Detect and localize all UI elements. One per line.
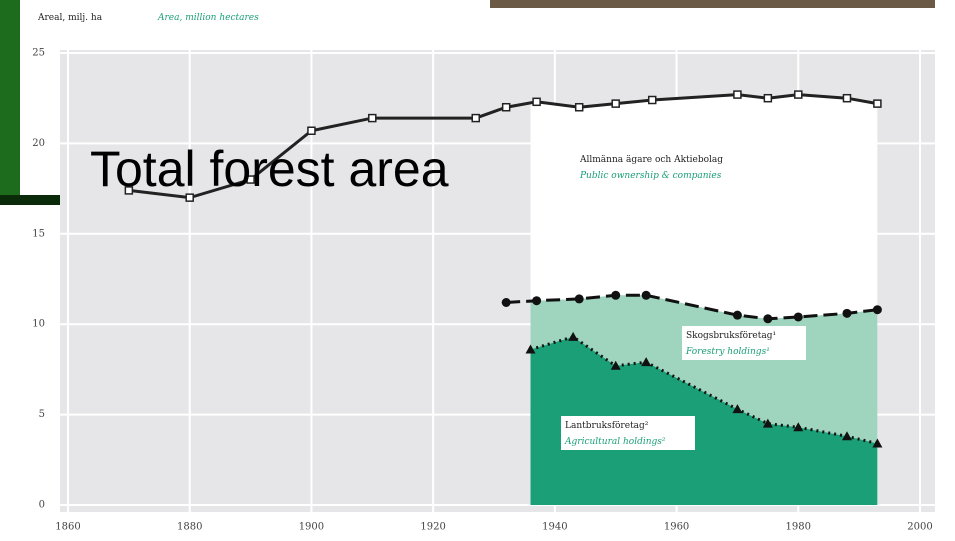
marker: [124, 186, 134, 195]
y-tick-label: 0: [39, 500, 45, 511]
label-box: [561, 416, 695, 450]
series-label-en: Forestry holdings¹: [685, 347, 770, 357]
marker: [611, 290, 621, 300]
marker: [732, 404, 743, 414]
y-axis-label-en: Area, million hectares: [157, 13, 259, 23]
marker: [501, 102, 511, 112]
marker: [793, 422, 804, 432]
x-tick-label: 2000: [907, 522, 932, 533]
series-label: Allmänna ägare och Aktiebolag: [579, 155, 723, 165]
marker: [794, 90, 803, 99]
marker: [307, 126, 316, 135]
marker: [762, 418, 773, 428]
marker: [841, 431, 852, 441]
y-tick-label: 15: [32, 228, 45, 239]
marker: [872, 305, 882, 315]
marker: [525, 344, 536, 354]
marker: [610, 360, 621, 370]
series-label: Lantbruksföretag²: [565, 421, 649, 431]
marker: [532, 97, 541, 107]
marker: [246, 175, 255, 184]
marker: [185, 193, 194, 202]
x-tick-label: 1860: [55, 522, 80, 533]
area: [530, 336, 878, 505]
marker: [532, 296, 542, 306]
green-bar: [0, 0, 20, 195]
marker: [641, 290, 651, 300]
marker: [872, 438, 883, 448]
marker: [641, 357, 652, 367]
dark-bar: [0, 195, 90, 205]
marker: [842, 308, 852, 318]
series-label: Skogsbruksföretag¹: [686, 331, 776, 341]
area: [530, 94, 878, 319]
marker: [763, 314, 773, 324]
marker: [611, 99, 620, 108]
x-tick-label: 1960: [664, 522, 689, 533]
marker: [733, 90, 742, 99]
y-axis-label: Areal, milj. ha: [37, 13, 103, 23]
label-box: [682, 326, 806, 360]
y-tick-label: 10: [32, 319, 45, 330]
marker: [793, 312, 803, 322]
x-tick-label: 1880: [177, 522, 202, 533]
series-line: [506, 293, 878, 321]
marker: [368, 113, 377, 123]
series-line: [128, 93, 878, 200]
series-label-en: Public ownership & companies: [579, 171, 722, 181]
marker: [873, 99, 882, 108]
x-tick-label: 1900: [299, 522, 324, 533]
y-tick-label: 25: [32, 48, 45, 59]
y-tick-label: 5: [39, 409, 45, 420]
x-tick-label: 1980: [786, 522, 811, 533]
marker: [471, 113, 480, 123]
photo-strip: [490, 0, 935, 8]
x-tick-label: 1940: [542, 522, 567, 533]
series-label-en: Agricultural holdings²: [564, 437, 666, 447]
marker: [763, 93, 773, 103]
marker: [574, 294, 584, 304]
x-tick-label: 1920: [420, 522, 445, 533]
marker: [842, 93, 852, 103]
slide-title: Total forest area: [90, 141, 449, 197]
marker: [732, 310, 742, 320]
y-tick-label: 20: [32, 138, 45, 149]
marker: [501, 298, 511, 308]
marker: [574, 102, 584, 112]
marker: [568, 331, 579, 341]
marker: [647, 95, 657, 105]
